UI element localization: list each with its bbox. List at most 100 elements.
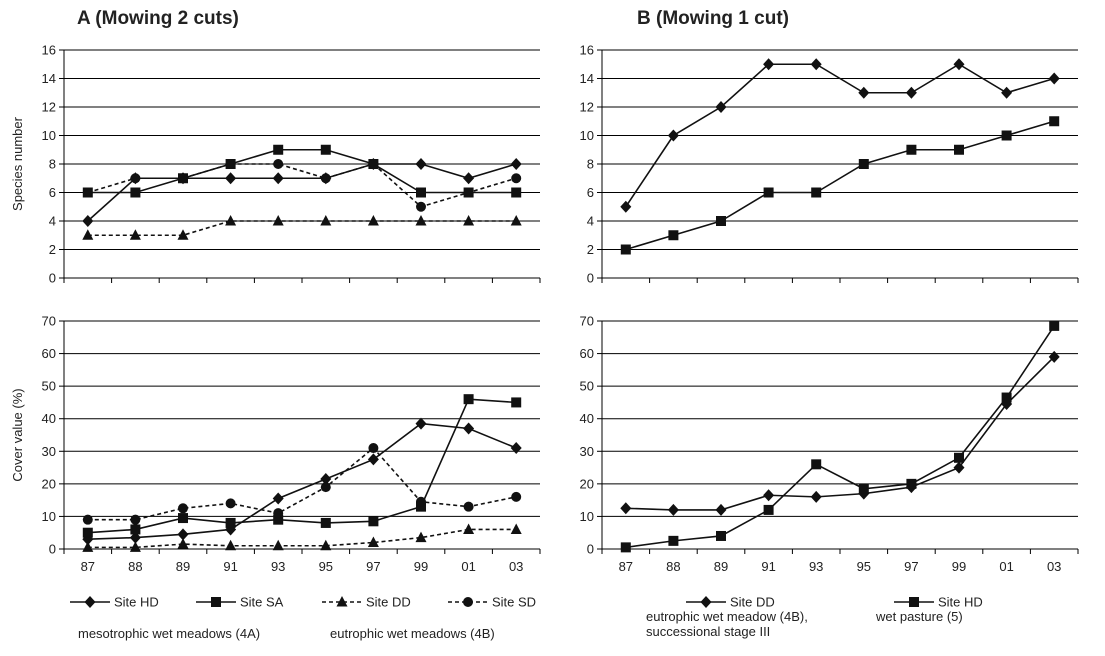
- data-point-site-dd: [953, 461, 965, 474]
- data-point-site-hd: [82, 215, 94, 227]
- data-point-site-dd: [82, 541, 94, 552]
- data-point-site-dd: [225, 215, 237, 226]
- data-point-site-dd: [415, 215, 427, 226]
- data-point-site-sa: [225, 517, 236, 528]
- y-tick-label: 12: [42, 100, 56, 115]
- panel-a-title: A (Mowing 2 cuts): [77, 8, 239, 29]
- data-point-site-sa: [511, 397, 522, 408]
- legend-label-site-sd: Site SD: [492, 595, 536, 610]
- y-tick-label: 50: [42, 379, 56, 394]
- data-point-site-dd: [620, 200, 632, 213]
- data-point-site-hd: [510, 442, 522, 455]
- series-line-site-dd: [87, 528, 517, 549]
- data-point-site-sa: [463, 394, 474, 405]
- data-point-site-sd: [463, 187, 474, 198]
- y-tick-label: 50: [580, 379, 594, 394]
- data-point-site-hd: [129, 531, 141, 544]
- data-point-site-dd: [177, 229, 189, 240]
- y-tick-label: 4: [587, 214, 594, 229]
- data-point-site-dd: [177, 538, 189, 549]
- panel-b-title: B (Mowing 1 cut): [637, 8, 789, 29]
- data-point-site-hd: [668, 535, 679, 546]
- data-point-site-sd: [416, 496, 426, 507]
- x-tick-label: 97: [904, 559, 918, 574]
- data-point-site-dd: [715, 101, 727, 113]
- x-tick-label: 01: [461, 559, 475, 574]
- data-point-site-hd: [906, 478, 917, 489]
- y-tick-label: 20: [42, 476, 56, 491]
- data-point-site-sa: [130, 524, 141, 535]
- data-point-site-sa: [368, 516, 379, 527]
- y-tick-label: 0: [587, 542, 594, 557]
- series-line-site-sa: [87, 398, 517, 534]
- legend-label-site-hd: Site HD: [114, 595, 159, 610]
- y-tick-label: 0: [49, 542, 56, 557]
- data-point-site-sa: [273, 514, 284, 525]
- data-point-site-hd: [1049, 116, 1060, 127]
- data-point-site-sd: [320, 482, 331, 493]
- data-point-site-hd: [811, 187, 822, 198]
- series-line-site-hd: [625, 120, 1055, 251]
- data-point-site-dd: [129, 541, 141, 552]
- data-point-site-dd: [463, 523, 475, 534]
- series-line-site-hd: [625, 325, 1055, 549]
- x-tick-label: 95: [319, 559, 333, 574]
- data-point-site-hd: [320, 472, 332, 485]
- y-tick-label: 60: [580, 346, 594, 361]
- data-point-site-hd: [620, 542, 631, 553]
- data-point-site-dd: [763, 58, 775, 71]
- y-tick-label: 40: [42, 411, 56, 426]
- y-tick-label: 20: [580, 476, 594, 491]
- series-site-hd: [620, 116, 1060, 255]
- y-tick-label: 16: [580, 43, 594, 58]
- x-tick-label: 91: [761, 559, 775, 574]
- y-tick-label: 0: [49, 271, 56, 286]
- data-point-site-sd: [416, 201, 426, 212]
- series-site-dd: [82, 523, 522, 552]
- chart-b-cover-value: 0 10 20 30 40 50 60 70 87 88 89 91 93 95 97 99 01 03: [580, 314, 1079, 574]
- data-point-site-sa: [273, 144, 284, 155]
- legend-label-site-sa: Site SA: [240, 595, 284, 610]
- data-point-site-dd: [667, 129, 679, 142]
- data-point-site-sd: [225, 159, 236, 169]
- data-point-site-dd: [510, 523, 522, 534]
- data-point-site-hd: [510, 158, 522, 170]
- series-line-site-hd: [87, 422, 517, 541]
- data-point-site-dd: [510, 215, 522, 226]
- series-line-site-sd: [87, 446, 517, 521]
- data-point-site-dd: [225, 539, 237, 551]
- y-tick-label: 14: [42, 71, 56, 86]
- x-tick-label: 99: [414, 559, 428, 574]
- data-point-site-dd: [129, 229, 141, 240]
- data-point-site-dd: [1001, 86, 1013, 99]
- data-point-site-hd: [415, 417, 427, 430]
- y-tick-label: 60: [42, 346, 56, 361]
- x-tick-label: 97: [366, 559, 380, 574]
- data-point-site-hd: [415, 158, 427, 170]
- data-point-site-hd: [620, 244, 631, 255]
- data-point-site-sd: [368, 159, 379, 169]
- data-point-site-dd: [1048, 72, 1060, 85]
- chart-a-cover-value: 0 10 20 30 40 50 60 70 87 88 89 91 93 95 97 99 01 03 Cover…: [10, 314, 541, 574]
- data-point-site-sa: [320, 144, 331, 155]
- x-tick-label: 99: [952, 559, 966, 574]
- data-point-site-dd: [953, 58, 965, 71]
- legend-note-eutrophic: eutrophic wet meadows (4B): [330, 626, 495, 641]
- chart-a-species-number: 0 2 4 6 8 10 12 14 16 Species number: [10, 43, 541, 286]
- data-point-site-dd: [463, 215, 475, 226]
- data-point-site-sa: [511, 187, 522, 198]
- data-point-site-hd: [1049, 320, 1060, 331]
- x-tick-label: 87: [619, 559, 633, 574]
- data-point-site-hd: [811, 459, 822, 470]
- data-point-site-dd: [715, 503, 727, 516]
- data-point-site-dd: [367, 215, 379, 226]
- y-tick-label: 10: [42, 128, 56, 143]
- legend-label-site-dd: Site DD: [366, 595, 411, 610]
- data-point-site-hd: [954, 452, 964, 463]
- series-site-dd: [82, 215, 522, 240]
- series-line-site-sa: [87, 148, 517, 194]
- data-point-site-sd: [368, 443, 379, 454]
- x-tick-label: 01: [999, 559, 1013, 574]
- y-tick-label: 6: [587, 185, 594, 200]
